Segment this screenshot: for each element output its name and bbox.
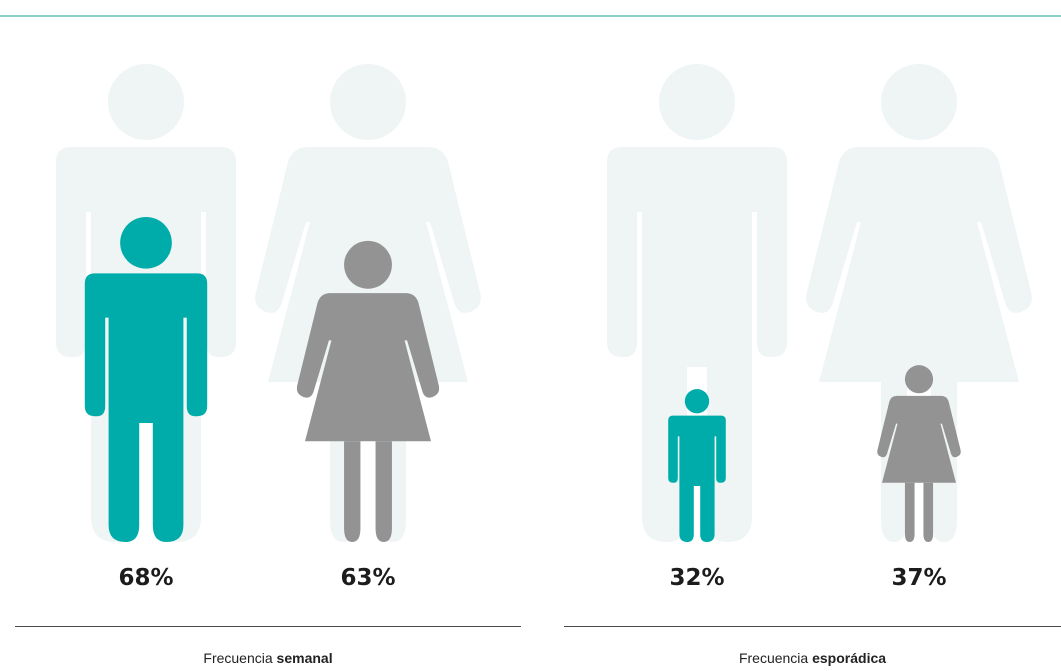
value-label-esporadica-men: 32% <box>669 565 725 591</box>
caption-bold: semanal <box>276 650 333 666</box>
value-label-semanal-men: 68% <box>118 565 174 591</box>
caption-prefix: Frecuencia <box>203 650 273 666</box>
group-divider-esporadica <box>564 626 1061 627</box>
group-caption-esporadica: Frecuencia esporádica <box>564 650 1061 666</box>
value-label-esporadica-women: 37% <box>891 565 947 591</box>
top-divider <box>0 15 1061 17</box>
caption-prefix: Frecuencia <box>738 650 809 666</box>
caption-bold: esporádica <box>812 650 887 666</box>
group-divider-semanal <box>15 626 521 627</box>
value-label-semanal-women: 63% <box>340 565 396 591</box>
group-caption-semanal: Frecuencia semanal <box>15 650 521 666</box>
